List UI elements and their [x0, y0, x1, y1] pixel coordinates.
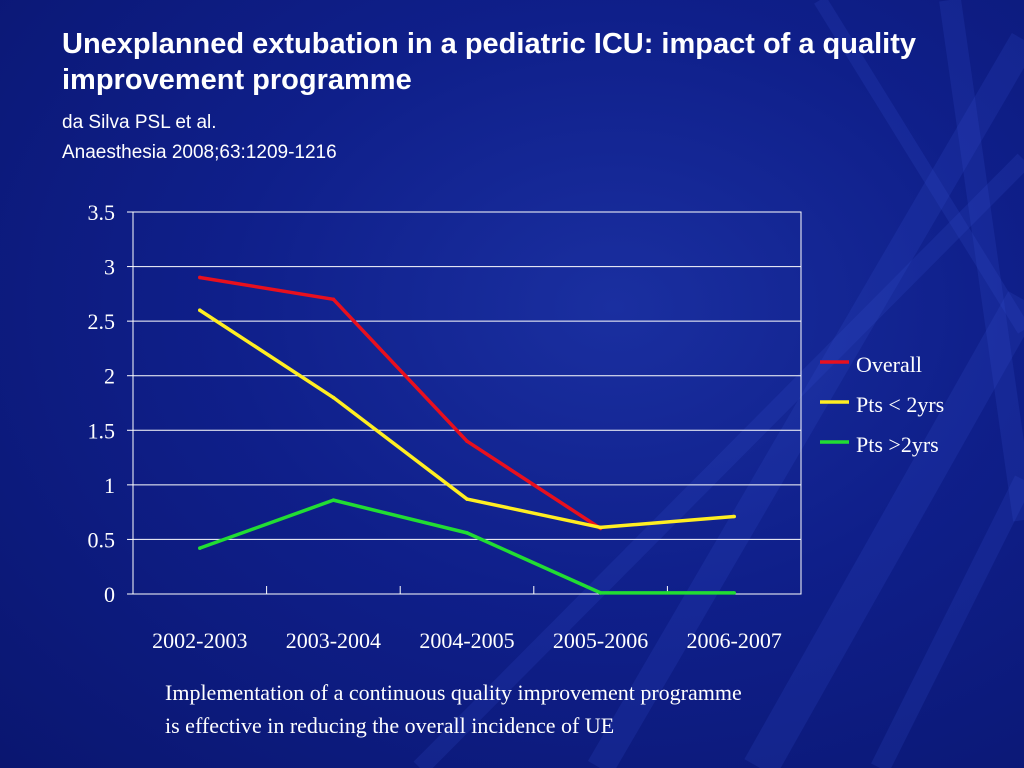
- data-point: [331, 498, 336, 502]
- data-point: [331, 297, 336, 302]
- y-tick-label: 0: [104, 582, 115, 607]
- citation: Anaesthesia 2008;63:1209-1216: [62, 142, 337, 163]
- legend-label: Overall: [856, 352, 922, 377]
- y-tick-label: 2: [104, 364, 115, 389]
- chart-axes: [127, 211, 668, 595]
- x-tick-label: 2004-2005: [419, 628, 514, 653]
- x-tick-label: 2006-2007: [687, 628, 782, 653]
- data-point: [331, 395, 336, 400]
- caption-line-2: is effective in reducing the overall inc…: [165, 713, 615, 738]
- data-point: [465, 439, 469, 444]
- data-point: [465, 531, 469, 535]
- data-point: [198, 275, 202, 280]
- y-tick-label: 1: [104, 473, 115, 498]
- legend-label: Pts >2yrs: [856, 432, 939, 457]
- chart-legend: Overall Pts < 2yrs Pts >2yrs: [820, 352, 944, 457]
- chart-gridlines: [132, 211, 802, 595]
- data-point: [198, 546, 202, 550]
- x-tick-label: 2002-2003: [152, 628, 247, 653]
- data-point: [598, 525, 603, 530]
- y-tick-labels: 0 0.5 1 1.5 2 2.5 3 3.5: [88, 200, 116, 607]
- data-point: [598, 591, 603, 595]
- y-tick-label: 2.5: [88, 309, 116, 334]
- x-tick-label: 2005-2006: [553, 628, 648, 653]
- series-line-3: [199, 498, 735, 595]
- series-lines: [198, 275, 736, 595]
- y-tick-label: 1.5: [88, 418, 116, 443]
- y-tick-label: 3: [104, 255, 115, 280]
- legend-label: Pts < 2yrs: [856, 392, 944, 417]
- y-tick-label: 0.5: [88, 527, 116, 552]
- data-point: [198, 308, 202, 313]
- data-point: [732, 514, 736, 519]
- x-tick-label: 2003-2004: [286, 628, 381, 653]
- data-point: [732, 591, 736, 595]
- y-tick-label: 3.5: [88, 200, 116, 225]
- series-line-1: [199, 275, 602, 530]
- caption-line-1: Implementation of a continuous quality i…: [165, 680, 742, 705]
- authors: da Silva PSL et al.: [62, 112, 217, 133]
- x-tick-labels: 2002-2003 2003-2004 2004-2005 2005-2006 2006…: [152, 628, 782, 653]
- caption: Implementation of a continuous quality i…: [165, 676, 742, 742]
- data-point: [465, 497, 469, 501]
- slide-title: Unexplanned extubation in a pediatric IC…: [62, 28, 917, 96]
- series-line-2: [198, 308, 735, 530]
